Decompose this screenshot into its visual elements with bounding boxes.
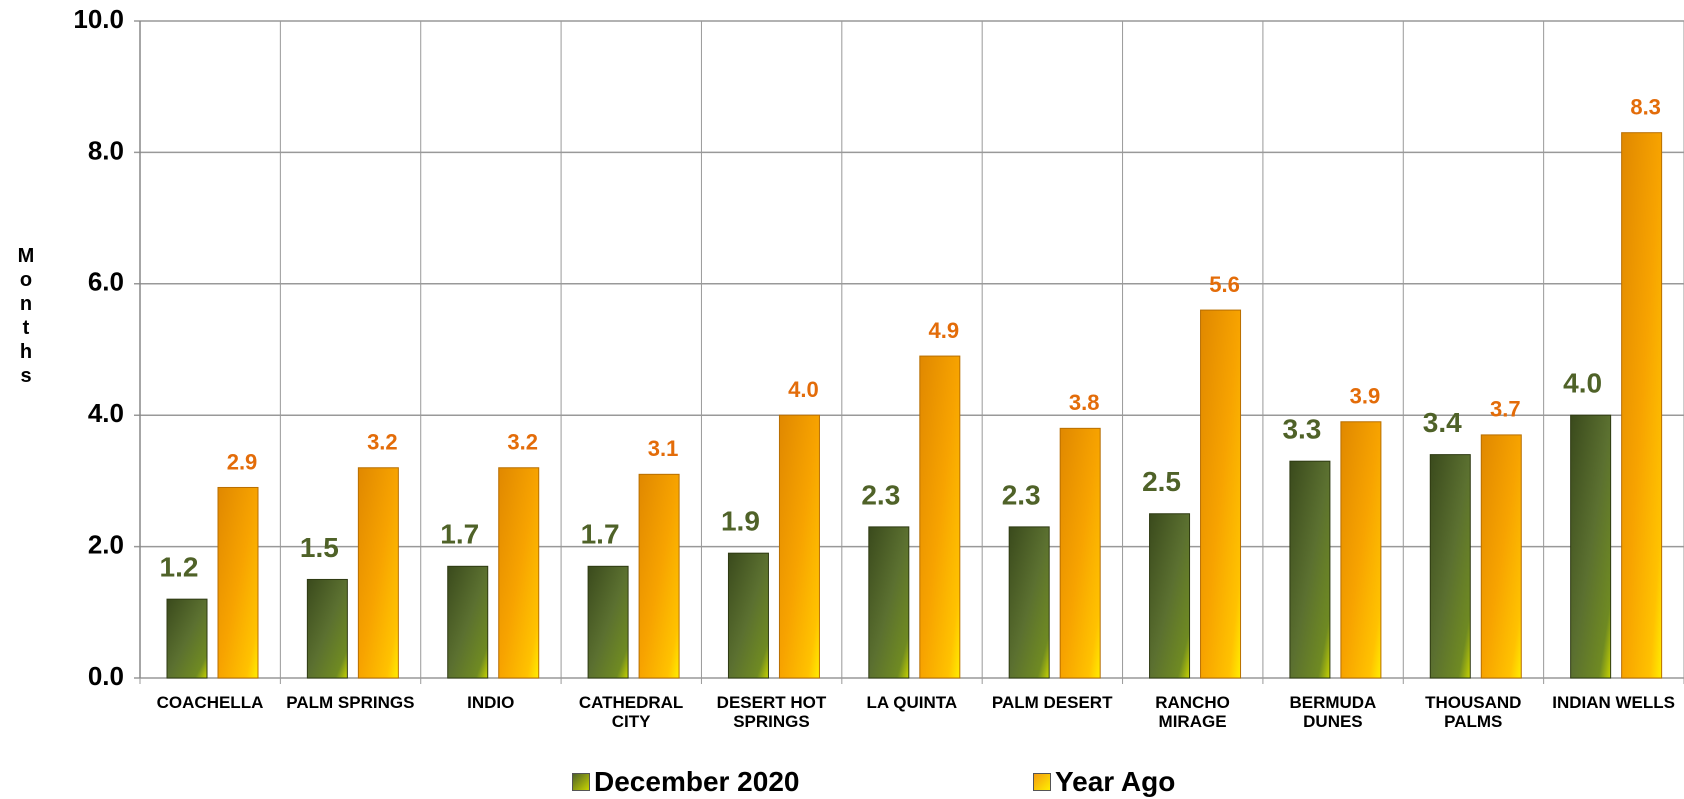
x-tick-label: COACHELLA bbox=[156, 693, 264, 712]
x-tick-label: PALM SPRINGS bbox=[286, 693, 415, 712]
x-tick-label: PALM DESERT bbox=[991, 693, 1113, 712]
value-label: 2.3 bbox=[1002, 479, 1041, 510]
value-label: 3.3 bbox=[1282, 414, 1321, 445]
x-tick-label: BERMUDA DUNES bbox=[1289, 693, 1377, 731]
value-label: 3.4 bbox=[1423, 407, 1462, 438]
bar bbox=[306, 578, 348, 679]
bar bbox=[587, 565, 629, 679]
value-label: 1.5 bbox=[300, 532, 339, 563]
x-tick-label: INDIAN WELLS bbox=[1552, 693, 1676, 712]
value-label: 3.7 bbox=[1490, 397, 1521, 422]
value-label: 1.7 bbox=[581, 519, 620, 550]
y-tick-label: 10.0 bbox=[73, 4, 124, 34]
bar bbox=[1008, 526, 1050, 679]
y-axis-label: Months bbox=[15, 245, 37, 389]
value-label: 4.0 bbox=[1563, 368, 1602, 399]
value-label: 3.2 bbox=[367, 430, 398, 455]
value-label: 3.1 bbox=[648, 436, 679, 461]
bar bbox=[1059, 427, 1101, 679]
x-tick-label: THOUSAND PALMS bbox=[1425, 693, 1522, 731]
bar bbox=[1621, 132, 1663, 679]
x-tick-label: DESERT HOT SPRINGS bbox=[716, 693, 827, 731]
value-label: 3.2 bbox=[507, 430, 538, 455]
bar bbox=[166, 598, 208, 679]
value-label: 8.3 bbox=[1630, 95, 1661, 120]
bar bbox=[1340, 421, 1382, 679]
bar bbox=[1289, 460, 1331, 679]
bar bbox=[357, 467, 399, 679]
value-label: 4.9 bbox=[929, 318, 960, 343]
value-label: 2.5 bbox=[1142, 466, 1181, 497]
y-tick-label: 6.0 bbox=[88, 267, 124, 297]
value-label: 1.2 bbox=[160, 552, 199, 583]
value-label: 4.0 bbox=[788, 377, 819, 402]
x-tick-label: RANCHO MIRAGE bbox=[1155, 693, 1230, 731]
x-tick-label: INDIO bbox=[467, 693, 515, 712]
y-tick-label: 4.0 bbox=[88, 398, 124, 428]
y-tick-label: 2.0 bbox=[88, 529, 124, 559]
bar bbox=[1149, 513, 1191, 679]
value-label: 5.6 bbox=[1209, 272, 1240, 297]
legend-swatch bbox=[1033, 773, 1051, 791]
bar bbox=[778, 414, 820, 679]
bar bbox=[1480, 434, 1522, 679]
bar bbox=[919, 355, 961, 679]
legend-item: December 2020 bbox=[572, 766, 799, 798]
value-label: 3.8 bbox=[1069, 390, 1100, 415]
value-label: 1.9 bbox=[721, 506, 760, 537]
value-label: 2.9 bbox=[227, 449, 258, 474]
legend-text: December 2020 bbox=[594, 766, 800, 797]
bar bbox=[1570, 414, 1612, 679]
bar bbox=[727, 552, 769, 679]
bar bbox=[1429, 454, 1471, 679]
legend-swatch bbox=[572, 773, 590, 791]
legend-text: Year Ago bbox=[1055, 766, 1176, 797]
value-label: 3.9 bbox=[1350, 384, 1381, 409]
y-tick-label: 8.0 bbox=[88, 135, 124, 165]
value-label: 2.3 bbox=[861, 479, 900, 510]
bar bbox=[217, 486, 259, 679]
bar bbox=[1200, 309, 1242, 679]
x-tick-label: LA QUINTA bbox=[866, 693, 958, 712]
bar bbox=[868, 526, 910, 679]
legend-item: Year Ago bbox=[1033, 766, 1175, 798]
bar bbox=[638, 473, 680, 679]
bar bbox=[498, 467, 540, 679]
bar bbox=[447, 565, 489, 679]
value-label: 1.7 bbox=[440, 519, 479, 550]
y-tick-label: 0.0 bbox=[88, 661, 124, 691]
x-tick-label: CATHEDRAL CITY bbox=[578, 693, 684, 731]
